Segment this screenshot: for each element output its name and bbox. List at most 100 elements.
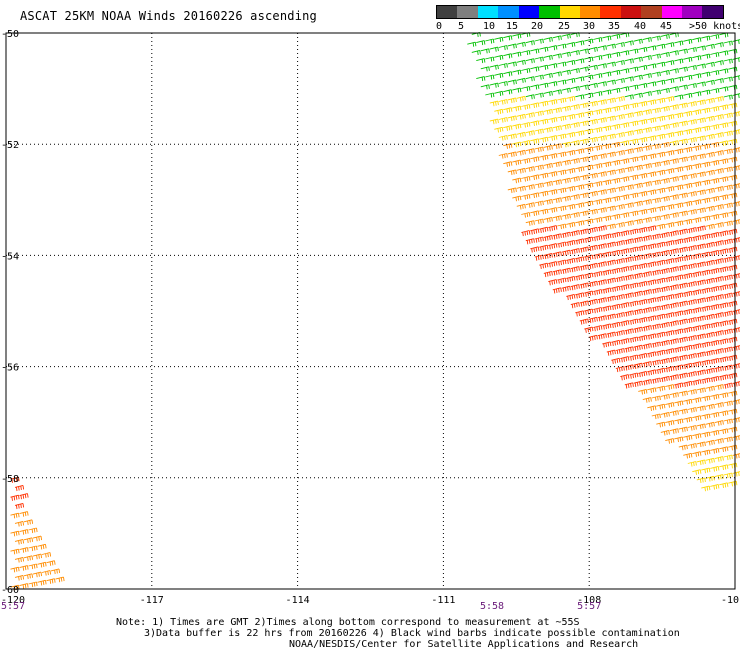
wind-barb	[638, 208, 648, 215]
wind-barb	[530, 210, 540, 216]
wind-barb	[588, 316, 598, 324]
wind-barb	[638, 316, 648, 324]
wind-barb	[480, 48, 490, 54]
wind-barb	[575, 238, 585, 245]
wind-barb	[669, 248, 679, 255]
wind-barb	[485, 92, 495, 98]
wind-barb	[494, 36, 504, 42]
wind-barb	[512, 123, 522, 130]
wind-barb	[656, 277, 666, 284]
wind-barb	[629, 282, 639, 289]
wind-barb	[633, 164, 643, 171]
wind-barb	[669, 68, 679, 74]
wind-barb	[665, 276, 675, 283]
wind-barb	[32, 571, 43, 578]
wind-barb	[732, 471, 740, 477]
wind-barb	[611, 321, 621, 328]
wind-barb	[633, 74, 643, 80]
wind-barb	[521, 194, 531, 200]
wind-barb	[611, 195, 621, 202]
wind-barb	[647, 369, 657, 376]
wind-barb	[678, 174, 688, 181]
wind-barb	[674, 184, 684, 191]
wind-barb	[714, 348, 724, 355]
wind-barb	[534, 128, 544, 135]
wind-barb	[723, 76, 733, 82]
wind-barb	[557, 133, 567, 140]
wind-barb	[620, 122, 630, 128]
wind-barb	[683, 398, 693, 405]
wind-barb	[701, 485, 711, 492]
wind-barb	[593, 127, 603, 133]
wind-barb	[584, 272, 594, 279]
wind-barb	[723, 418, 733, 425]
wind-barb	[660, 69, 670, 75]
wind-barb	[548, 171, 558, 177]
wind-barb	[665, 384, 675, 390]
wind-barb	[665, 114, 675, 120]
wind-barb	[728, 192, 738, 199]
wind-barb	[692, 469, 702, 475]
wind-barb	[14, 574, 25, 581]
wind-barb	[701, 53, 711, 59]
wind-barb	[660, 303, 670, 311]
wind-barb	[692, 217, 702, 223]
longitude-label: -114	[286, 595, 310, 606]
wind-barb	[629, 84, 639, 90]
wind-barb	[575, 166, 585, 172]
wind-barb	[566, 221, 576, 228]
wind-barb	[642, 55, 652, 61]
axis-labels: -50 -52 -54 -56 -58 -60-120 -117 -114 -111 -108 -1…	[1, 29, 739, 612]
wind-barb	[624, 40, 634, 46]
colorbar-label: 0	[436, 21, 443, 32]
wind-barb	[656, 367, 666, 374]
wind-barb	[629, 300, 639, 307]
wind-barb	[665, 222, 675, 228]
wind-barb	[674, 148, 684, 155]
latitude-label: -58	[1, 474, 19, 485]
wind-barb	[507, 97, 517, 104]
wind-barb	[548, 207, 558, 213]
wind-barb	[728, 246, 738, 253]
wind-barb	[534, 110, 544, 117]
wind-barb	[656, 115, 666, 122]
wind-barb	[656, 259, 666, 266]
wind-barb	[530, 120, 540, 126]
wind-barb	[507, 187, 517, 194]
wind-barb	[633, 200, 643, 207]
wind-barb	[647, 351, 657, 358]
colorbar-segment	[498, 6, 519, 18]
wind-barb	[732, 255, 740, 262]
wind-barb	[728, 120, 738, 127]
wind-barb	[525, 202, 535, 208]
wind-barb	[674, 40, 684, 46]
wind-barb	[557, 79, 567, 85]
wind-barb	[611, 105, 621, 112]
wind-barb	[557, 151, 567, 158]
wind-barb	[516, 95, 526, 102]
wind-barb	[696, 81, 706, 87]
wind-barb	[714, 438, 724, 444]
note-line-1: Note: 1) Times are GMT 2)Times along bot…	[116, 617, 580, 628]
wind-barb	[656, 241, 666, 248]
wind-barb	[719, 482, 729, 488]
wind-barb	[714, 240, 724, 247]
wind-barb	[723, 166, 733, 173]
wind-barb	[534, 146, 544, 153]
wind-barb	[656, 187, 666, 194]
wind-barb	[651, 143, 661, 150]
wind-barb	[624, 184, 634, 190]
wind-barb	[561, 33, 571, 39]
wind-barb	[669, 338, 679, 345]
wind-barb	[647, 117, 657, 123]
wind-barb	[552, 53, 562, 59]
wind-barb	[566, 293, 576, 301]
wind-barb	[597, 261, 607, 268]
wind-barb	[642, 361, 652, 368]
wind-barb	[611, 159, 621, 166]
wind-barb	[561, 213, 571, 220]
wind-barb	[705, 187, 715, 194]
wind-barb	[674, 220, 684, 227]
wind-barb	[638, 118, 648, 125]
wind-barb	[656, 151, 666, 158]
